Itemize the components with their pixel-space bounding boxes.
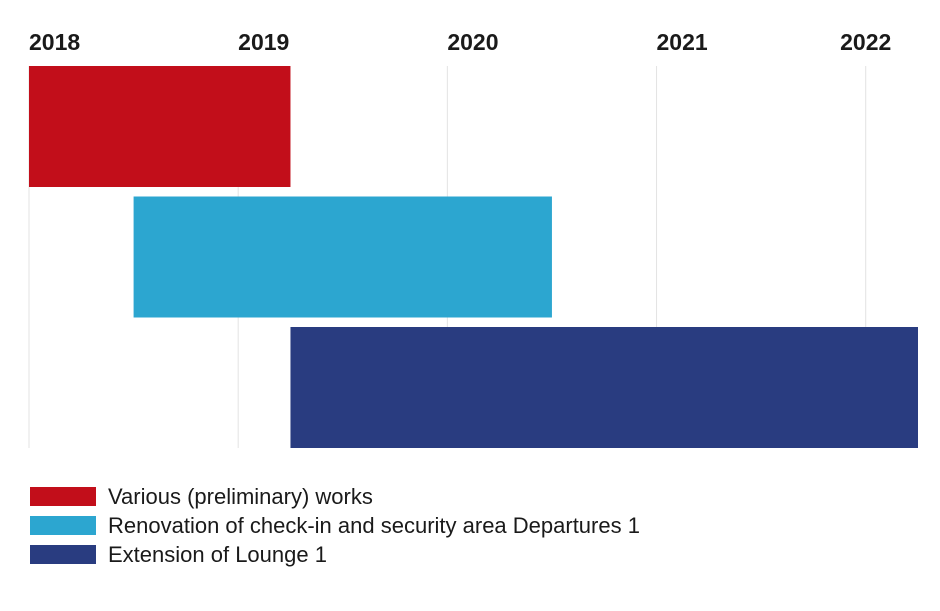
x-tick-label-2021: 2021 <box>657 29 708 55</box>
legend-swatch <box>30 487 96 506</box>
bars <box>29 66 918 448</box>
bar-2 <box>133 196 552 318</box>
legend-item-1: Various (preliminary) works <box>30 482 640 511</box>
legend-label: Various (preliminary) works <box>108 483 373 509</box>
x-tick-label-2018: 2018 <box>29 29 80 55</box>
x-axis-ticks: 2018 2019 2020 2021 2022 <box>29 29 891 55</box>
legend-label: Renovation of check-in and security area… <box>108 512 640 538</box>
gantt-chart: 2018 2019 2020 2021 2022 <box>28 29 918 448</box>
legend-swatch <box>30 545 96 564</box>
legend: Various (preliminary) works Renovation of… <box>30 482 640 569</box>
x-tick-label-2020: 2020 <box>447 29 498 55</box>
legend-swatch <box>30 516 96 535</box>
legend-label: Extension of Lounge 1 <box>108 541 327 567</box>
bar-1 <box>29 66 291 187</box>
legend-item-2: Renovation of check-in and security area… <box>30 511 640 540</box>
x-tick-label-2019: 2019 <box>238 29 289 55</box>
bar-3 <box>290 327 918 448</box>
legend-item-3: Extension of Lounge 1 <box>30 540 640 569</box>
x-tick-label-2022: 2022 <box>840 29 891 55</box>
